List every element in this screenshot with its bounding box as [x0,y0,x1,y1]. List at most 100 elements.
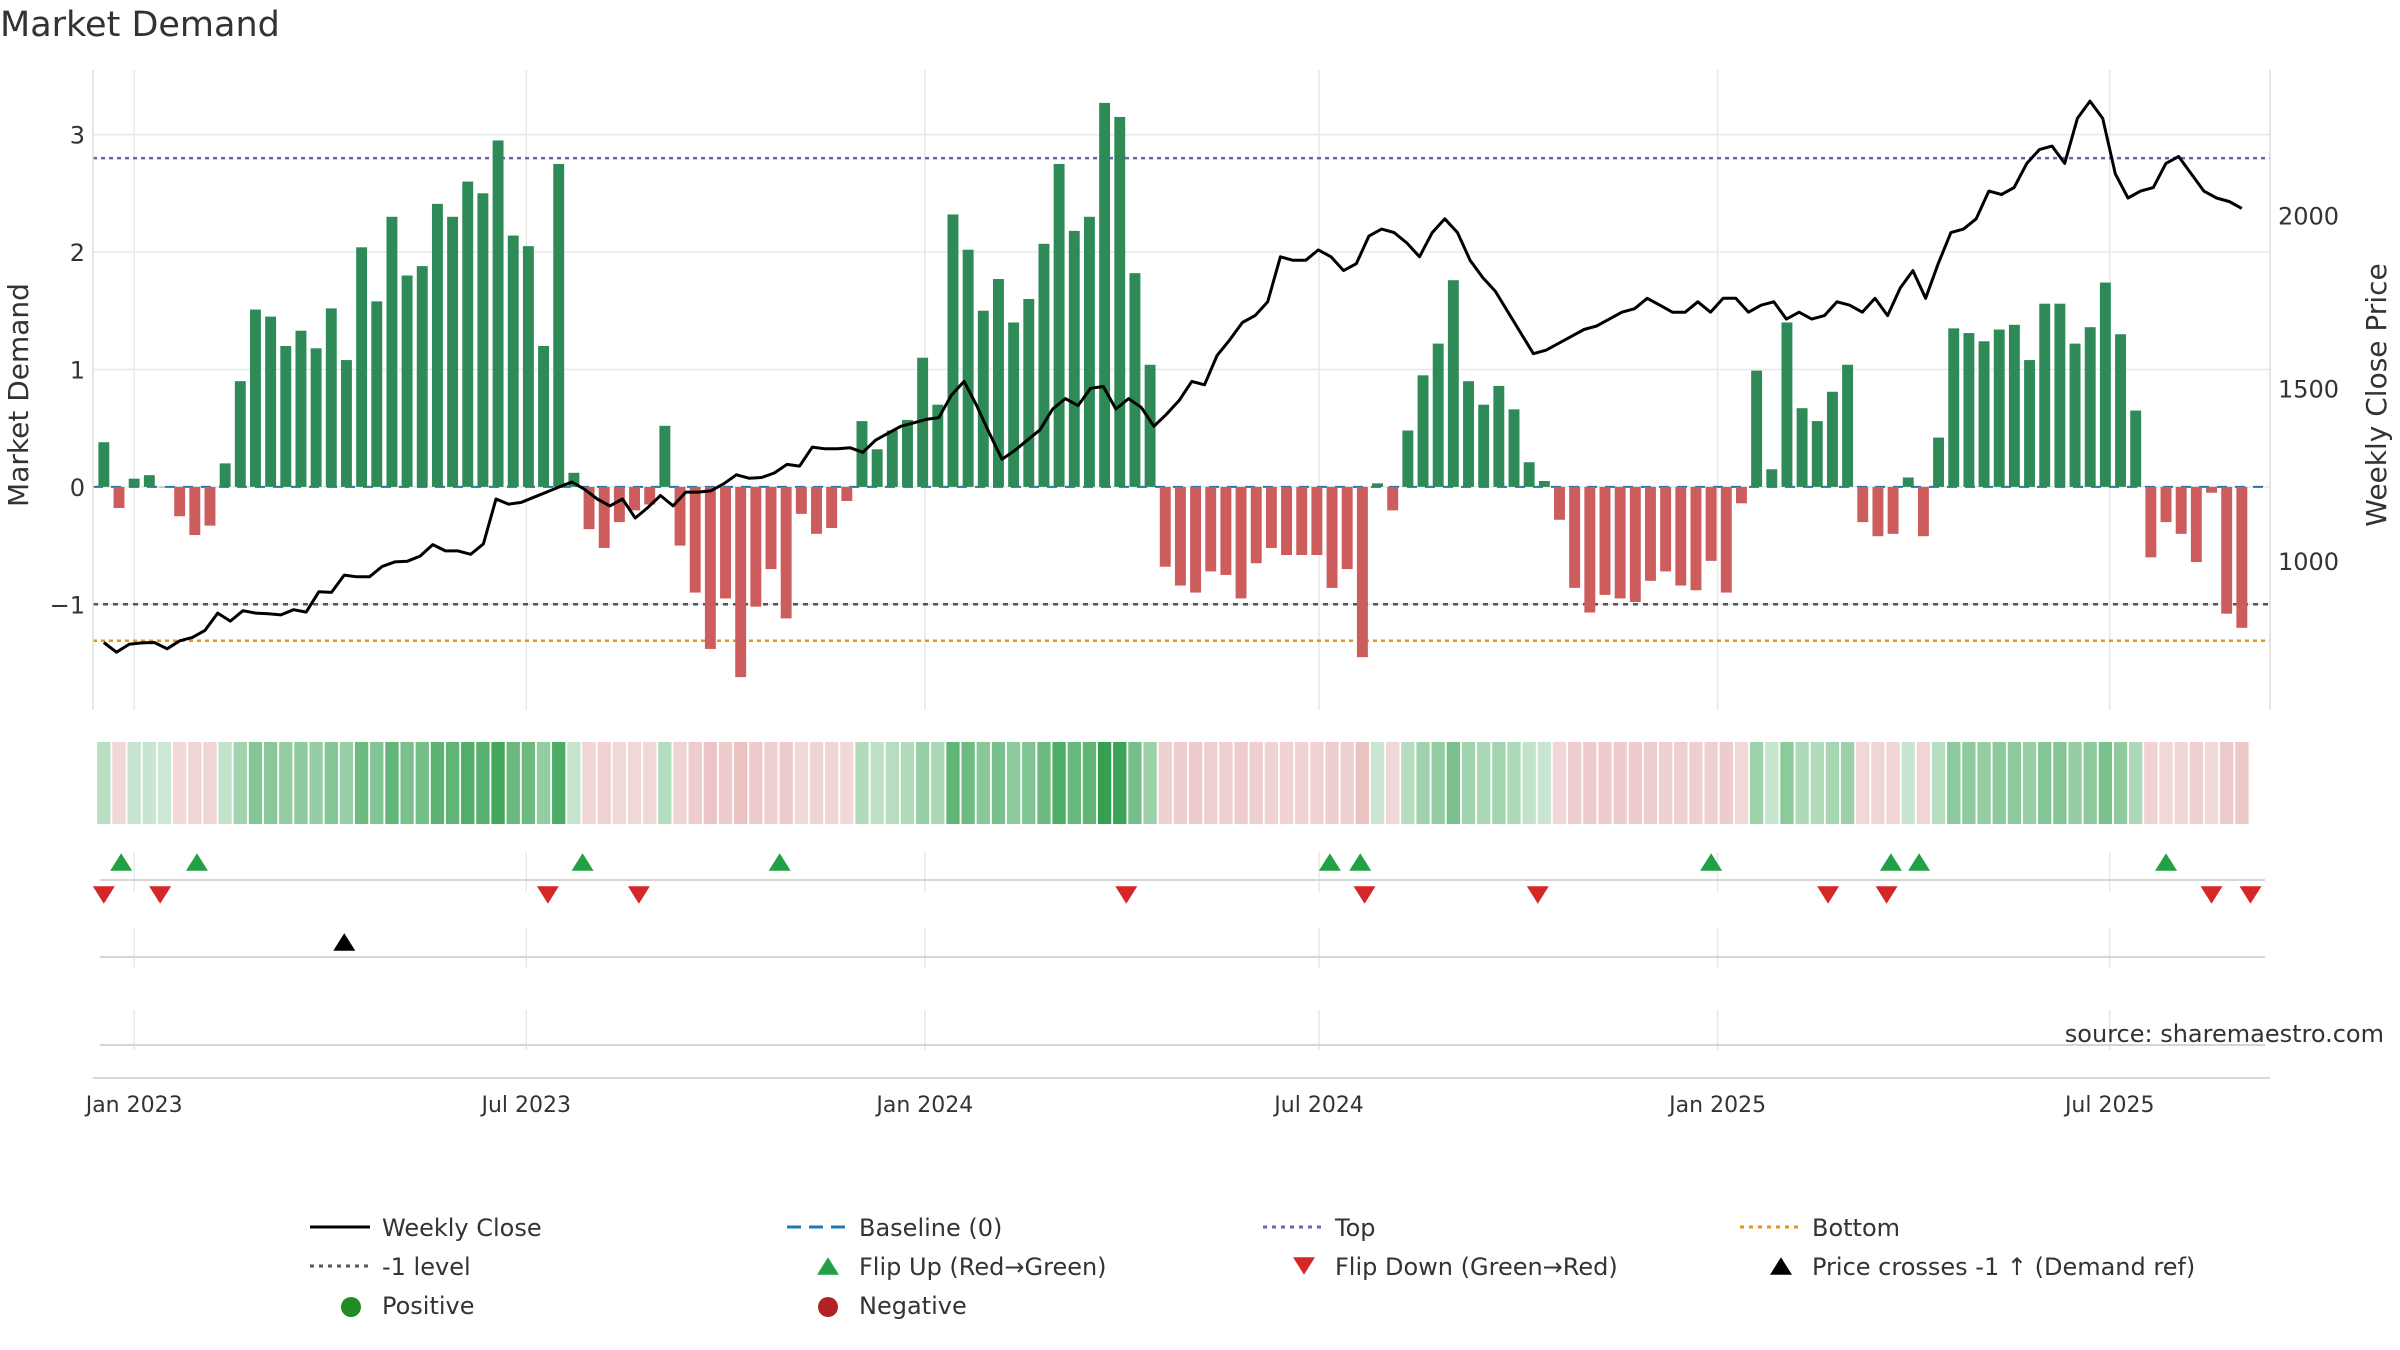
demand-bar [507,235,519,487]
demand-strip-cell [1552,742,1567,824]
demand-strip-cell [2174,742,2188,824]
demand-bar [1099,102,1111,487]
demand-strip-cell [1082,742,1097,824]
flip-up-marker [571,853,594,871]
demand-strip-cell [1219,742,1233,824]
demand-bar [720,486,731,599]
demand-strip-cell [294,742,308,824]
demand-strip-cell [2189,742,2204,824]
x-tick-label: Jul 2025 [2063,1093,2155,1118]
demand-strip-cell [1006,742,1021,824]
demand-bar [265,316,277,487]
demand-strip-cell [1658,742,1673,824]
demand-bar [1751,370,1763,487]
demand-strip-cell [1188,742,1203,824]
demand-bar [826,486,838,528]
y-tick-label: 1 [70,356,85,384]
demand-strip-cell [1492,742,1506,824]
demand-bar [659,425,671,487]
demand-strip-cell [2235,742,2249,824]
demand-strip-cell [749,742,763,824]
demand-strip-cell [2022,742,2037,824]
demand-bar [932,404,944,487]
demand-bar [2008,324,2020,487]
demand-strip-cell [1416,742,1430,824]
demand-bar [1129,273,1141,487]
flip-up-marker [768,853,791,871]
y2-tick-label: 1000 [2278,548,2339,576]
demand-bar [1917,486,1929,537]
demand-bar [2190,486,2202,563]
demand-strip-cell [1522,742,1536,824]
demand-bar [1963,333,1975,487]
demand-bar [1554,486,1565,520]
demand-bar [644,486,656,505]
demand-bar [522,246,534,487]
x-tick-label: Jan 2025 [1667,1093,1766,1118]
flip-up-marker [1349,853,1372,871]
demand-bar [1811,421,1823,487]
demand-bar [1781,322,1793,487]
demand-strip-cell [521,742,536,824]
demand-strip-cell [2204,742,2219,824]
demand-bar [204,486,216,526]
demand-bar [750,486,762,607]
legend-swatch [1770,1257,1792,1275]
demand-strip-cell [1052,742,1066,824]
demand-bar [1826,391,1838,487]
demand-strip-cell [1628,742,1642,824]
demand-bar [1417,375,1429,487]
demand-strip-cell [370,742,384,824]
demand-bar [583,486,595,530]
demand-bar [1902,477,1914,487]
demand-strip-cell [1931,742,1946,824]
demand-strip-cell [1022,742,1036,824]
demand-bar [1584,486,1596,613]
demand-bar [2084,327,2096,487]
demand-strip-cell [1128,742,1142,824]
demand-bar [1842,364,1854,487]
demand-bar [462,181,474,487]
demand-bar [295,330,307,487]
demand-strip-cell [688,742,702,824]
demand-bar [613,486,625,523]
demand-bar [962,249,974,487]
demand-bar [886,430,898,487]
demand-bar [1478,404,1490,487]
demand-strip-cell [734,742,748,824]
demand-bar [113,486,125,509]
demand-strip-cell [1446,742,1461,824]
demand-strip-cell [1947,742,1961,824]
demand-strip-cell [233,742,247,824]
demand-strip-cell [2098,742,2113,824]
demand-bar [1993,329,2005,487]
legend-swatch [1293,1257,1315,1275]
demand-strip-cell [2129,742,2143,824]
demand-strip-cell [931,742,945,824]
x-tick-label: Jul 2023 [479,1093,571,1118]
legend-swatch [818,1297,838,1317]
legend-label: Price crosses -1 ↑ (Demand ref) [1812,1253,2195,1281]
demand-strip-cell [2007,742,2022,824]
demand-bar [1796,408,1808,487]
demand-bar [1538,481,1550,487]
demand-strip-cell [1507,742,1521,824]
weekly-close-line [102,99,2243,654]
demand-bar [2236,486,2248,628]
demand-strip-cell [1477,742,1491,824]
demand-bar [856,421,868,487]
demand-bar [1190,486,1202,593]
demand-strip-cell [1567,742,1582,824]
demand-bar [2024,360,2036,487]
demand-strip-cell [309,742,323,824]
y2-axis-label: Weekly Close Price [2360,263,2393,526]
demand-strip-cell [1370,742,1385,824]
demand-strip-cell [415,742,429,824]
demand-strip-cell [1204,742,1218,824]
price-cross-marker [333,933,356,951]
demand-bar [219,463,231,487]
demand-strip-cell [764,742,778,824]
demand-bar [386,216,398,487]
demand-strip-cell [1583,742,1597,824]
demand-strip-cell [2053,742,2067,824]
